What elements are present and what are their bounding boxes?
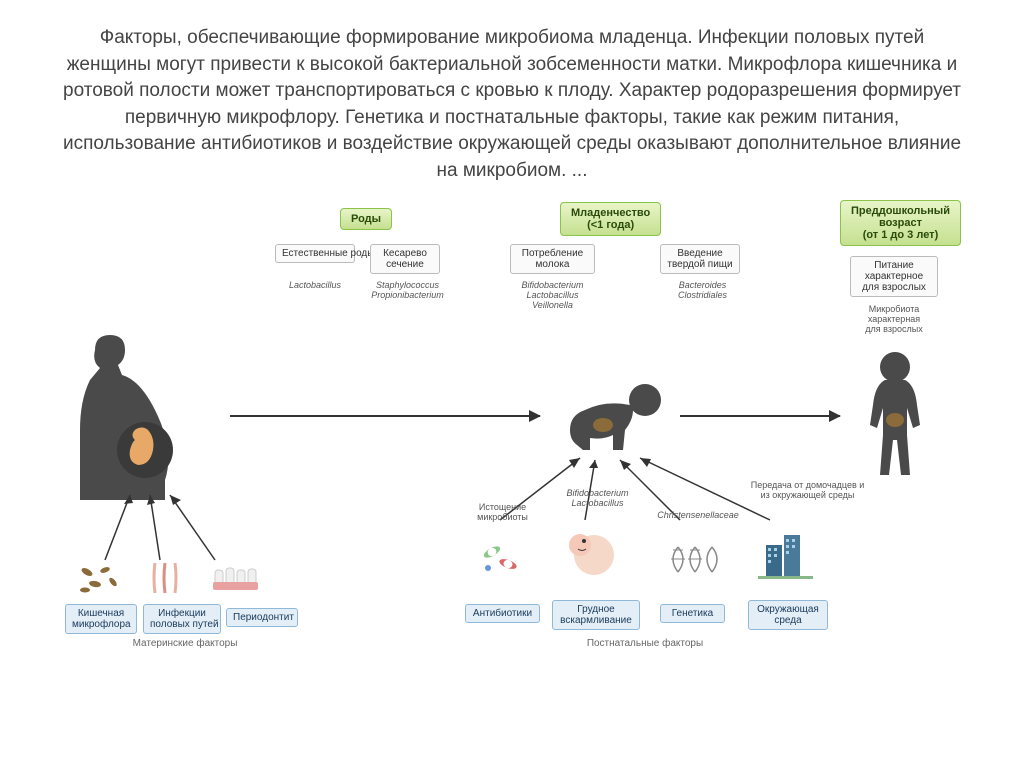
micro-adult: Микробиота характерная для взрослых: [850, 304, 938, 334]
label-genital-inf: Инфекции половых путей: [143, 604, 221, 634]
micro-genetics: Christensenellaceae: [648, 510, 748, 520]
dna-icon: [665, 542, 720, 577]
label-periodontitis: Периодонтит: [226, 608, 298, 627]
micro-milk: Bifidobacterium Lactobacillus Veillonell…: [510, 280, 595, 310]
micro-natural: Lactobacillus: [280, 280, 350, 290]
stage-birth-header: Роды: [340, 208, 392, 230]
group-postnatal: Постнатальные факторы: [575, 638, 715, 649]
label-genetics: Генетика: [660, 604, 725, 623]
group-maternal: Материнские факторы: [120, 638, 250, 649]
pregnant-silhouette: [60, 330, 220, 500]
label-breastfeed: Грудное вскармливание: [552, 600, 640, 630]
factor-adult-food: Питание характерное для взрослых: [850, 256, 938, 297]
arrow-baby-to-toddler: [680, 415, 840, 417]
baby-silhouette: [555, 380, 665, 455]
factor-natural-birth: Естественные роды: [275, 244, 355, 263]
factor-solid: Введение твердой пищи: [660, 244, 740, 274]
genital-infection-icon: [145, 558, 185, 598]
factor-csection: Кесарево сечение: [370, 244, 440, 274]
micro-depletion: Истощение микробиоты: [465, 502, 540, 522]
diagram-container: Роды Младенчество (<1 года) Преддошкольн…: [0, 200, 1024, 670]
arrow-pregnancy-to-baby: [230, 415, 540, 417]
micro-environment: Передача от домочадцев и из окружающей с…: [730, 480, 885, 500]
micro-breastfeed: Bifidobacterium Lactobacillus: [555, 488, 640, 508]
breastfeed-icon: [562, 525, 617, 580]
factor-milk: Потребление молока: [510, 244, 595, 274]
micro-solid: Bacteroides Clostridiales: [665, 280, 740, 300]
environment-icon: [758, 530, 813, 580]
stage-preschool-header: Преддошкольный возраст (от 1 до 3 лет): [840, 200, 961, 246]
title-text: Факторы, обеспечивающие формирование мик…: [0, 0, 1024, 200]
periodontitis-icon: [210, 562, 260, 594]
stage-infancy-header: Младенчество (<1 года): [560, 202, 661, 236]
micro-csection: Staphylococcus Propionibacterium: [360, 280, 455, 300]
label-antibiotics: Антибиотики: [465, 604, 540, 623]
gut-flora-icon: [75, 562, 125, 597]
label-environment: Окружающая среда: [748, 600, 828, 630]
toddler-silhouette: [855, 350, 935, 480]
label-gut-flora: Кишечная микрофлора: [65, 604, 137, 634]
antibiotics-icon: [478, 538, 523, 578]
